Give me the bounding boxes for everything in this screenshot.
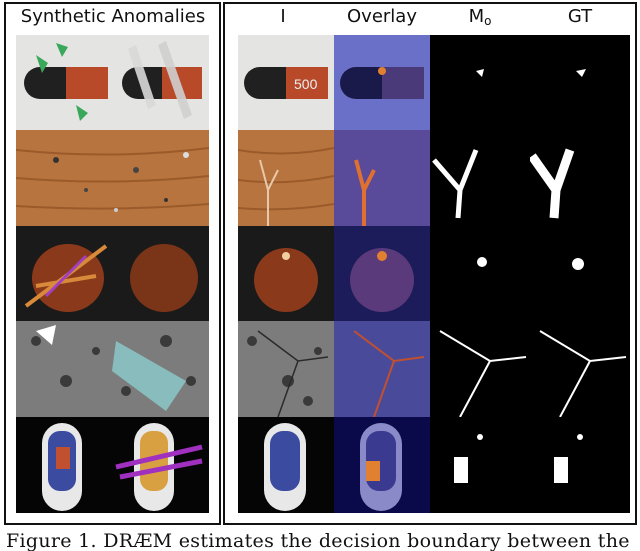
synthetic-anomalies-panel bbox=[4, 2, 221, 525]
mask-capsule-image bbox=[430, 35, 530, 130]
figure-caption: Figure 1. DRÆM estimates the decision bo… bbox=[6, 531, 630, 551]
overlay-capsule-image bbox=[334, 35, 430, 130]
mask-tile-image bbox=[430, 321, 530, 417]
gt-capsule-image bbox=[530, 35, 630, 130]
gt-wood-image bbox=[530, 130, 630, 226]
header-gt: GT bbox=[567, 6, 593, 27]
overlay-tile-image bbox=[334, 321, 430, 417]
synthetic-capsule-image bbox=[16, 35, 209, 130]
synthetic-tile-image bbox=[16, 321, 209, 417]
header-overlay: Overlay bbox=[347, 6, 417, 27]
overlay-hazelnut-image bbox=[334, 226, 430, 321]
overlay-wood-image bbox=[334, 130, 430, 226]
synthetic-toothbrush-image bbox=[16, 417, 209, 513]
header-mask: Mo bbox=[468, 6, 492, 28]
input-capsule-image: 500 bbox=[238, 35, 334, 130]
input-toothbrush-image bbox=[238, 417, 334, 513]
results-panel bbox=[223, 2, 637, 525]
mask-hazelnut-image bbox=[430, 226, 530, 321]
header-synthetic-anomalies: Synthetic Anomalies bbox=[20, 6, 206, 27]
synthetic-hazelnut-image bbox=[16, 226, 209, 321]
svg-text:500: 500 bbox=[294, 76, 318, 92]
gt-toothbrush-image bbox=[530, 417, 630, 513]
synthetic-wood-image bbox=[16, 130, 209, 226]
overlay-toothbrush-image bbox=[334, 417, 430, 513]
input-hazelnut-image bbox=[238, 226, 334, 321]
input-tile-image bbox=[238, 321, 334, 417]
header-input: I bbox=[280, 6, 286, 27]
mask-toothbrush-image bbox=[430, 417, 530, 513]
input-wood-image bbox=[238, 130, 334, 226]
gt-tile-image bbox=[530, 321, 630, 417]
gt-hazelnut-image bbox=[530, 226, 630, 321]
mask-wood-image bbox=[430, 130, 530, 226]
